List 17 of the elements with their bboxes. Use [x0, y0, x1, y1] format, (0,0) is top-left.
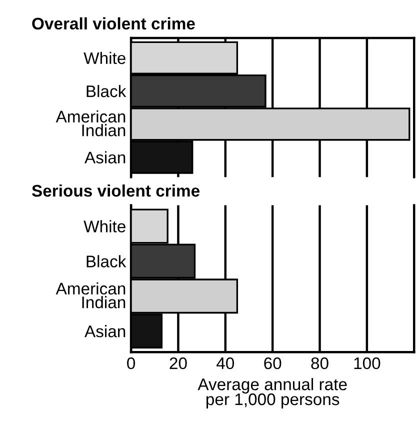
- x-axis-title: Average annual rate per 1,000 persons: [198, 378, 347, 408]
- x-tick-label: 80: [311, 357, 328, 370]
- x-tick-label: 0: [127, 357, 136, 370]
- x-tick-label: 60: [264, 357, 282, 370]
- x-tick-label: 20: [170, 357, 187, 370]
- y-tick-label: American Indian: [56, 110, 126, 136]
- y-tick-label: Black: [86, 255, 126, 268]
- y-tick-label: Black: [86, 84, 126, 98]
- y-tick-label: White: [84, 52, 126, 64]
- y-tick-label: White: [84, 220, 126, 232]
- chart-title: Overall violent crime: [32, 17, 195, 30]
- y-tick-label: Asian: [84, 151, 126, 164]
- y-tick-label: Asian: [84, 325, 126, 338]
- x-tick-label: 40: [216, 357, 234, 370]
- chart-title: Serious violent crime: [32, 184, 200, 197]
- x-tick-label: 100: [354, 357, 380, 370]
- y-tick-label: American Indian: [56, 282, 126, 308]
